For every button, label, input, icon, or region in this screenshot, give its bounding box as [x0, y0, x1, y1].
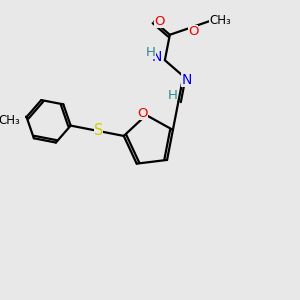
Text: O: O [154, 15, 164, 28]
Text: H: H [167, 89, 177, 102]
Text: CH₃: CH₃ [0, 114, 20, 127]
Text: H: H [146, 46, 156, 59]
Text: CH₃: CH₃ [209, 14, 231, 27]
Text: N: N [152, 50, 162, 64]
Text: O: O [188, 25, 198, 38]
Text: O: O [138, 107, 148, 120]
Text: S: S [94, 124, 103, 139]
Text: N: N [182, 74, 192, 87]
